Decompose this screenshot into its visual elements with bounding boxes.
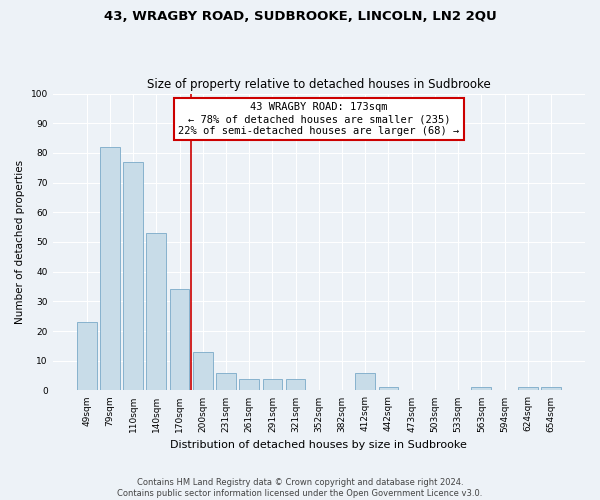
Bar	[170, 290, 190, 390]
Bar	[518, 388, 538, 390]
Bar	[379, 388, 398, 390]
Title: Size of property relative to detached houses in Sudbrooke: Size of property relative to detached ho…	[147, 78, 491, 91]
Bar	[77, 322, 97, 390]
X-axis label: Distribution of detached houses by size in Sudbrooke: Distribution of detached houses by size …	[170, 440, 467, 450]
Text: Contains HM Land Registry data © Crown copyright and database right 2024.
Contai: Contains HM Land Registry data © Crown c…	[118, 478, 482, 498]
Bar	[472, 388, 491, 390]
Bar	[193, 352, 212, 391]
Bar	[355, 372, 375, 390]
Bar	[541, 388, 561, 390]
Bar	[123, 162, 143, 390]
Bar	[239, 378, 259, 390]
Y-axis label: Number of detached properties: Number of detached properties	[15, 160, 25, 324]
Bar	[100, 147, 120, 390]
Bar	[216, 372, 236, 390]
Text: 43, WRAGBY ROAD, SUDBROOKE, LINCOLN, LN2 2QU: 43, WRAGBY ROAD, SUDBROOKE, LINCOLN, LN2…	[104, 10, 496, 23]
Text: 43 WRAGBY ROAD: 173sqm
← 78% of detached houses are smaller (235)
22% of semi-de: 43 WRAGBY ROAD: 173sqm ← 78% of detached…	[178, 102, 460, 136]
Bar	[146, 233, 166, 390]
Bar	[263, 378, 282, 390]
Bar	[286, 378, 305, 390]
